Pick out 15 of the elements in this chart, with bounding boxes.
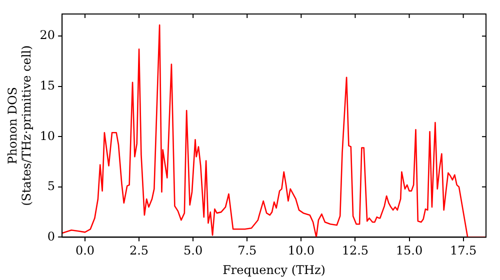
y-tick-label: 15 [40, 78, 56, 93]
x-tick-label: 10.0 [288, 244, 315, 258]
y-axis-title: Phonon DOS (States/THz·primitive cell) [5, 45, 34, 206]
x-tick-label: 15.0 [396, 244, 423, 258]
y-tick-label: 5 [47, 179, 56, 194]
x-tick-label: 0.0 [75, 244, 95, 258]
y-tick-label: 0 [47, 229, 56, 244]
x-tick-label: 17.5 [450, 244, 477, 258]
x-tick-label: 2.5 [129, 244, 149, 258]
x-tick-label: 12.5 [342, 244, 369, 258]
x-axis-title: Frequency (THz) [222, 262, 326, 277]
y-tick-label: 20 [40, 28, 56, 42]
x-tick-label: 7.5 [238, 244, 257, 258]
y-tick-label: 10 [40, 128, 56, 143]
x-tick-label: 5.0 [184, 244, 203, 258]
